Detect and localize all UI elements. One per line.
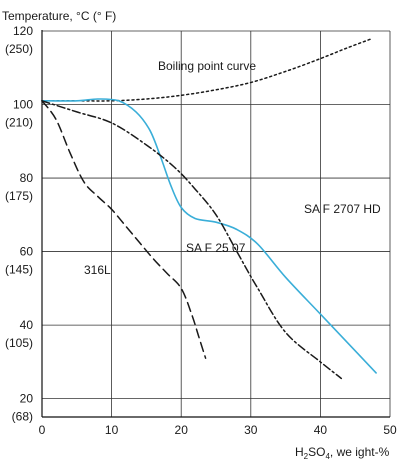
svg-text:H2SO4, we ight-%: H2SO4, we ight-%	[295, 445, 390, 461]
x-axis-label: H2SO4, we ight-%	[295, 445, 390, 461]
y-axis-label: Temperature, °C (° F)	[2, 9, 116, 23]
y-tick-label-f-2: (175)	[5, 189, 33, 203]
y-tick-label-f-1: (210)	[5, 116, 33, 130]
y-tick-label-c-3: 60	[20, 245, 34, 259]
series-labels: Boiling point curve SA F 2707 HD SA F 25…	[84, 59, 381, 277]
x-tick-label-3: 30	[244, 423, 258, 437]
y-tick-label-c-1: 100	[13, 98, 33, 112]
x-tick-label-5: 50	[383, 423, 397, 437]
label-saf-2507: SA F 25 07	[186, 241, 246, 255]
x-tick-label-0: 0	[39, 423, 46, 437]
y-tick-label-c-0: 120	[13, 24, 33, 38]
series-line-316l	[41, 100, 207, 359]
label-boiling-point-curve: Boiling point curve	[158, 59, 256, 73]
series-layer	[41, 37, 377, 380]
y-tick-label-c-2: 80	[20, 171, 34, 185]
series-line-saf-2507	[41, 100, 343, 380]
label-316l: 316L	[84, 263, 111, 277]
y-tick-label-f-3: (145)	[5, 263, 33, 277]
ticks: 120(250)100(210)80(175)60(145)40(105)20(…	[5, 24, 397, 437]
y-tick-label-f-4: (105)	[5, 336, 33, 350]
y-tick-label-c-4: 40	[20, 318, 34, 332]
grid	[41, 30, 391, 417]
y-tick-label-f-0: (250)	[5, 42, 33, 56]
series-line-saf-2707-hd	[41, 98, 377, 374]
x-tick-label-4: 40	[314, 423, 328, 437]
x-tick-label-2: 20	[175, 423, 189, 437]
axes	[41, 30, 390, 418]
series-line-boiling-point-curve	[41, 37, 374, 102]
x-tick-label-1: 10	[105, 423, 119, 437]
y-tick-label-c-5: 20	[20, 392, 34, 406]
y-tick-label-f-5: (68)	[12, 410, 33, 424]
label-saf-2707-hd: SA F 2707 HD	[304, 202, 381, 216]
